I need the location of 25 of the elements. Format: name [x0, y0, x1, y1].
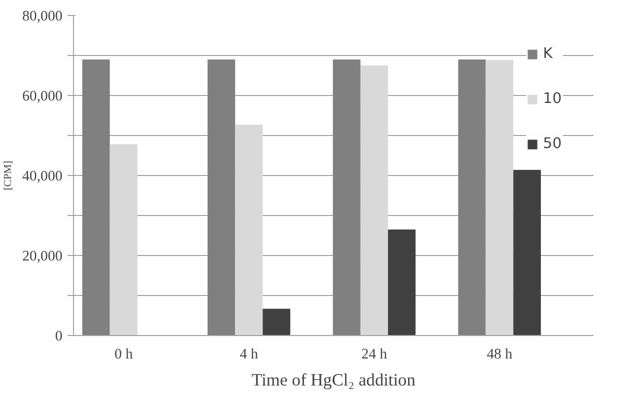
- y-tick-label: 40,000: [22, 168, 63, 184]
- y-tick-label: 20,000: [22, 248, 63, 264]
- legend-label: 10: [543, 90, 563, 107]
- bar: [486, 60, 514, 336]
- bar: [235, 124, 263, 336]
- bar: [208, 60, 236, 336]
- x-tick-label: 0 h: [114, 346, 134, 362]
- y-tick-label: 60,000: [22, 88, 63, 104]
- x-axis-title: Time of HgCl₂ addition: [252, 370, 416, 390]
- x-tick-label: 4 h: [240, 346, 259, 362]
- y-tick-label: 80,000: [22, 8, 63, 24]
- bar: [262, 308, 290, 336]
- y-tick-label: 0: [55, 328, 62, 344]
- y-axis-title: [CPM]: [3, 160, 14, 190]
- x-tick-label: 24 h: [361, 346, 388, 362]
- bar: [332, 60, 360, 336]
- bar: [388, 230, 416, 336]
- bar: [110, 144, 138, 336]
- bar: [360, 66, 388, 336]
- x-tick-label: 48 h: [486, 346, 514, 362]
- bar: [82, 60, 110, 336]
- bar: [458, 60, 486, 336]
- bar: [513, 170, 541, 336]
- legend-label: 50: [543, 135, 563, 152]
- legend-label: K: [543, 45, 554, 62]
